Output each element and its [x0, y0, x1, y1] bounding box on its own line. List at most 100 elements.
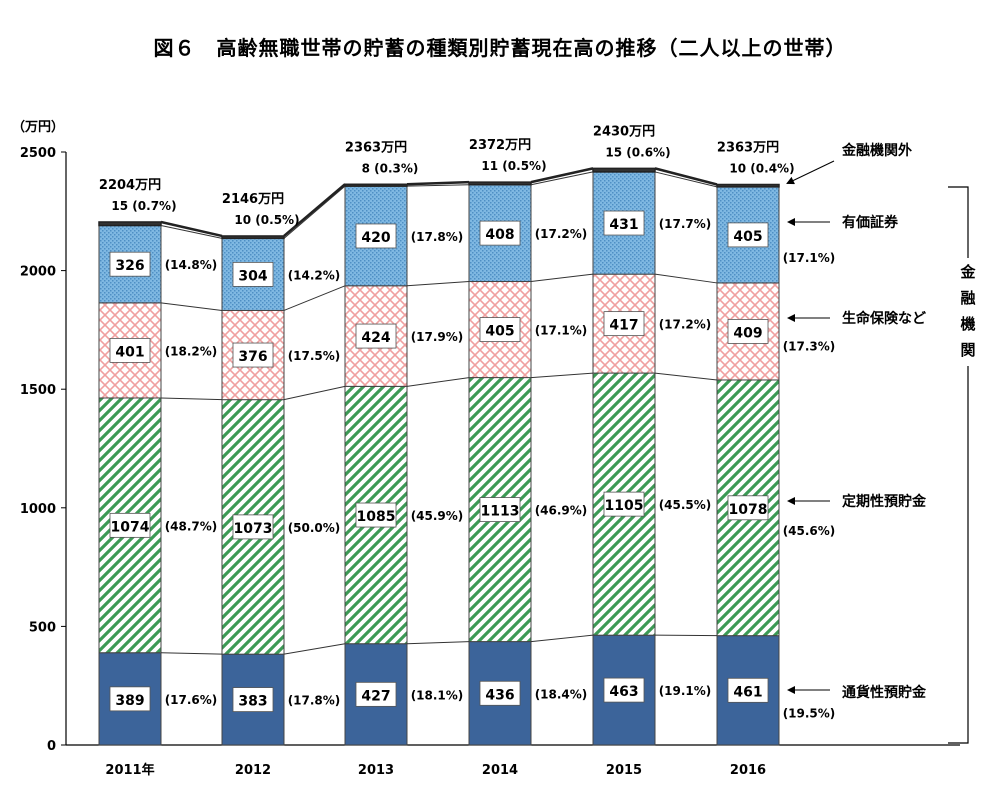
data-value-label: 409 — [733, 325, 762, 341]
total-label: 2363万円 — [717, 140, 779, 155]
data-pct-label: (17.9%) — [411, 330, 464, 344]
data-pct-label: (45.9%) — [411, 509, 464, 523]
legend-label: 金融機関外 — [841, 142, 912, 159]
y-tick-label: 1000 — [20, 502, 56, 517]
bracket-label-bg — [958, 258, 978, 366]
data-label-box — [727, 495, 769, 521]
legend-arrow — [786, 160, 835, 185]
data-value-label: 424 — [361, 330, 390, 346]
data-label-box — [109, 338, 151, 363]
bracket-label-char: 機 — [960, 315, 975, 333]
data-value-label: 405 — [485, 324, 514, 340]
data-value-label: 11 (0.5%) — [481, 159, 546, 173]
data-label-box — [355, 681, 397, 707]
connector-line — [530, 372, 594, 379]
total-label: 2430万円 — [593, 124, 655, 139]
connector-line — [283, 183, 346, 237]
connector-line — [406, 184, 470, 187]
data-label-box — [603, 311, 645, 337]
connector-line — [406, 377, 470, 387]
y-tick-label: 0 — [47, 739, 56, 754]
connector-line — [530, 634, 594, 643]
total-label: 2204万円 — [99, 178, 161, 193]
data-pct-label: (46.9%) — [535, 504, 588, 518]
data-label-box — [355, 323, 397, 349]
data-value-label: 326 — [115, 258, 144, 274]
data-value-label: 436 — [485, 687, 514, 703]
data-value-label: 420 — [361, 230, 390, 246]
data-label-box — [727, 677, 769, 703]
data-value-label: 304 — [238, 268, 267, 284]
bar-segment-non-financial — [344, 183, 408, 187]
connector-line — [530, 273, 594, 283]
data-value-label: 15 (0.7%) — [111, 199, 176, 213]
legend-label: 定期性預貯金 — [842, 493, 927, 510]
y-tick-label: 2500 — [20, 146, 56, 161]
data-value-label: 408 — [485, 227, 514, 243]
data-pct-label: (45.6%) — [783, 524, 836, 538]
data-pct-label: (50.0%) — [288, 521, 341, 535]
data-value-label: 10 (0.4%) — [729, 161, 794, 175]
connector-line — [530, 167, 594, 184]
total-label: 2363万円 — [345, 140, 407, 155]
data-value-label: 8 (0.3%) — [362, 161, 419, 175]
connector-line — [283, 643, 346, 655]
data-label-box — [355, 223, 397, 249]
data-value-label: 376 — [238, 349, 267, 365]
data-value-label: 1085 — [357, 509, 396, 525]
data-label-box — [727, 222, 769, 248]
legend-label: 生命保険など — [842, 310, 926, 327]
data-pct-label: (19.1%) — [659, 684, 712, 698]
x-tick-label: 2013 — [358, 763, 394, 778]
data-pct-label: (17.8%) — [411, 230, 464, 244]
bar-segment-non-financial — [592, 167, 656, 173]
data-label-box — [232, 687, 274, 712]
total-label: 2146万円 — [222, 192, 284, 207]
connector-line — [283, 185, 346, 239]
data-value-label: 389 — [115, 693, 144, 709]
data-value-label: 1105 — [605, 498, 644, 514]
data-value-label: 1074 — [111, 519, 150, 535]
connector-line — [654, 273, 718, 284]
connector-line — [160, 302, 223, 311]
bar-segment-life-insurance — [716, 282, 780, 381]
data-pct-label: (17.3%) — [783, 339, 836, 353]
data-value-label: 1078 — [729, 502, 768, 518]
data-value-label: 431 — [609, 217, 638, 233]
total-label: 2372万円 — [469, 138, 531, 153]
x-tick-label: 2015 — [606, 763, 642, 778]
data-pct-label: (18.4%) — [535, 687, 588, 701]
data-value-label: 405 — [733, 229, 762, 245]
data-label-box — [727, 319, 769, 344]
connector-line — [160, 225, 223, 239]
data-pct-label: (17.8%) — [288, 694, 341, 708]
connector-line — [283, 385, 346, 401]
data-label-box — [232, 261, 274, 287]
data-label-box — [479, 220, 521, 246]
bar-segment-non-financial — [98, 221, 162, 227]
bar-segment-non-financial — [468, 181, 532, 186]
data-pct-label: (17.1%) — [783, 251, 836, 265]
data-pct-label: (17.6%) — [165, 693, 218, 707]
connector-line — [654, 372, 718, 381]
data-label-box — [479, 680, 521, 706]
data-pct-label: (18.2%) — [165, 344, 218, 358]
data-label-box — [109, 686, 151, 712]
connector-line — [283, 285, 346, 311]
x-tick-label: 2014 — [482, 763, 518, 778]
data-label-box — [109, 512, 151, 538]
data-pct-label: (48.7%) — [165, 519, 218, 533]
data-label-box — [603, 210, 645, 236]
data-label-box — [603, 491, 645, 517]
chart-title: 図６ 高齢無職世帯の貯蓄の種類別貯蓄現在高の推移（二人以上の世帯） — [153, 36, 847, 60]
data-pct-label: (17.5%) — [288, 349, 341, 363]
legend-label: 通貨性預貯金 — [842, 684, 927, 701]
y-tick-label: 500 — [29, 620, 56, 635]
bracket-label-char: 金 — [959, 263, 976, 281]
x-tick-label: 2011年 — [105, 762, 154, 778]
connector-line — [406, 180, 470, 186]
data-label-box — [232, 514, 274, 540]
x-tick-label: 2012 — [235, 763, 271, 778]
data-value-label: 417 — [609, 318, 638, 334]
